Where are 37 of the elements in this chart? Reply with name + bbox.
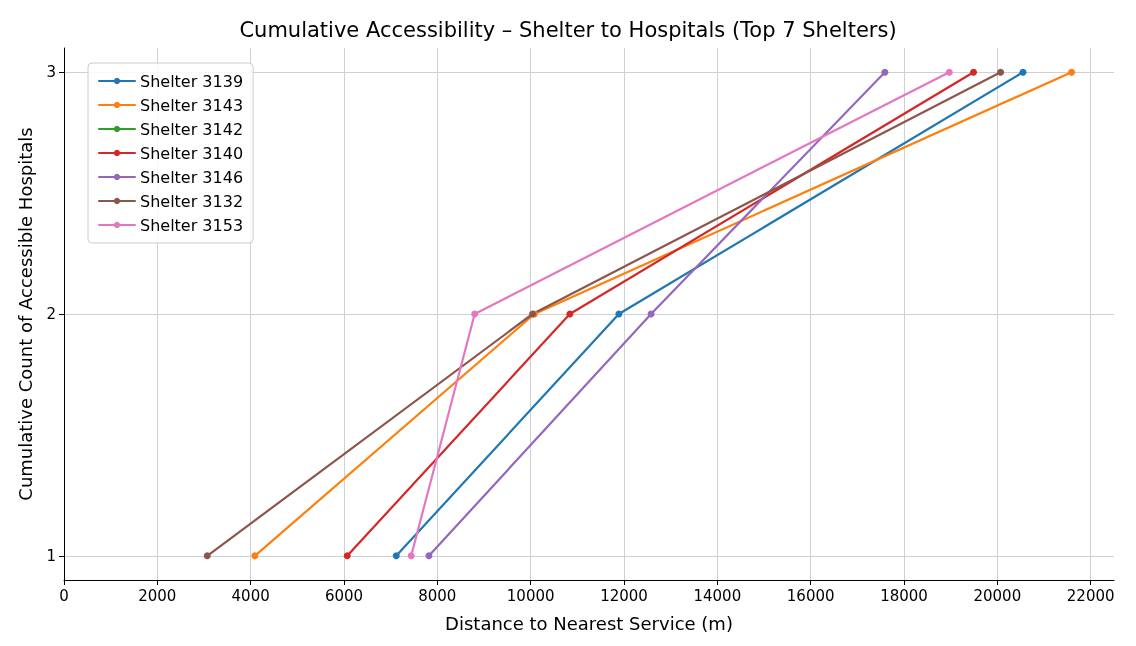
chart-title: Cumulative Accessibility – Shelter to Hospitals (Top 7 Shelters) — [239, 17, 897, 42]
legend-label: Shelter 3146 — [140, 167, 244, 187]
point — [970, 68, 978, 76]
x-tick-label: 10000 — [506, 586, 555, 605]
point — [407, 552, 415, 560]
x-tick-label: 14000 — [693, 586, 742, 605]
point — [251, 552, 259, 560]
x-tick-label: 6000 — [324, 586, 364, 605]
x-tick-label: 0 — [59, 586, 69, 605]
y-tick-label: 2 — [46, 305, 56, 323]
x-tick-label: 4000 — [231, 586, 270, 605]
y-axis-title: Cumulative Count of Accessible Hospitals — [14, 127, 36, 501]
point — [203, 552, 211, 560]
x-tick-label: 12000 — [600, 586, 648, 605]
x-tick-label: 20000 — [973, 586, 1022, 605]
x-tick-label: 2000 — [138, 586, 177, 605]
legend-label: Shelter 3140 — [140, 143, 244, 163]
x-axis-title: Distance to Nearest Service (m) — [445, 612, 733, 634]
point — [881, 68, 889, 76]
point — [997, 68, 1005, 76]
point — [471, 310, 479, 318]
y-tick-label: 1 — [46, 546, 56, 565]
legend-label: Shelter 3153 — [140, 215, 244, 235]
point — [945, 68, 953, 76]
legend-label: Shelter 3143 — [140, 95, 244, 115]
x-tick-label: 8000 — [418, 586, 457, 605]
x-tick-label: 16000 — [786, 586, 835, 605]
legend-label: Shelter 3132 — [140, 191, 244, 211]
point — [1068, 68, 1076, 76]
point — [343, 552, 351, 560]
x-tick-label: 18000 — [880, 586, 928, 605]
x-tick-label: 22000 — [1066, 586, 1115, 605]
point — [425, 552, 433, 560]
legend-label: Shelter 3139 — [140, 71, 244, 91]
y-tick-label: 3 — [46, 63, 56, 82]
legend-label: Shelter 3142 — [140, 119, 244, 139]
point — [392, 552, 400, 560]
